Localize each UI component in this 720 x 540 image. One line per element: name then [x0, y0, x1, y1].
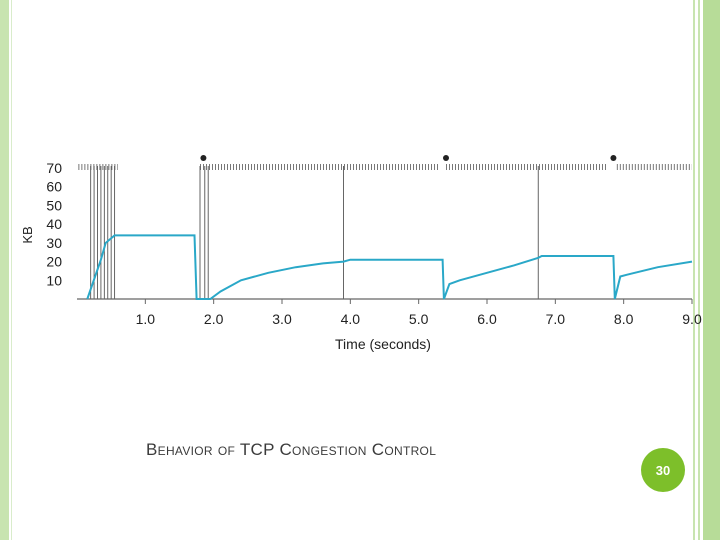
frame-left-bar	[0, 0, 9, 540]
timeout-dots-group	[200, 155, 617, 161]
x-tick-label: 1.0	[136, 311, 156, 327]
y-tick-label: 30	[46, 235, 62, 251]
series-line	[86, 234, 693, 300]
x-tick-label: 7.0	[546, 311, 566, 327]
frame-right-bar	[703, 0, 720, 540]
y-ticks-group: 10 20 30 40 50 60 70	[46, 160, 62, 288]
vertical-marks-group	[90, 166, 539, 299]
timeout-dot	[610, 155, 617, 161]
x-tick-label: 5.0	[409, 311, 429, 327]
y-tick-label: 40	[46, 216, 62, 232]
page-number-badge: 30	[641, 448, 685, 492]
frame-left-line	[11, 0, 12, 540]
timeout-dot	[443, 155, 449, 161]
x-tick-label: 6.0	[477, 311, 497, 327]
x-tick-label: 9.0	[682, 311, 702, 327]
y-tick-label: 70	[46, 160, 62, 176]
x-tick-label: 2.0	[204, 311, 224, 327]
timeout-dot	[200, 155, 207, 161]
x-tick-label: 3.0	[272, 311, 292, 327]
frame-right-line-1	[693, 0, 695, 540]
frame-right-line-2	[698, 0, 700, 540]
x-tick-label: 4.0	[341, 311, 361, 327]
y-tick-label: 10	[46, 272, 62, 288]
y-tick-label: 50	[46, 197, 62, 213]
tcp-chart: 1.0 2.0 3.0 4.0 5.0 6.0 7.0 8.0 9.0 10 20 30 40 50 60…	[20, 155, 702, 352]
x-axis-label: Time (seconds)	[335, 336, 431, 352]
x-ticks-group: 1.0 2.0 3.0 4.0 5.0 6.0 7.0 8.0 9.0	[136, 299, 702, 327]
x-tick-label: 8.0	[614, 311, 634, 327]
slide-title: Behavior of TCP Congestion Control	[146, 440, 437, 459]
y-axis-label: KB	[20, 226, 35, 243]
y-tick-label: 60	[46, 179, 62, 195]
y-tick-label: 20	[46, 254, 62, 270]
